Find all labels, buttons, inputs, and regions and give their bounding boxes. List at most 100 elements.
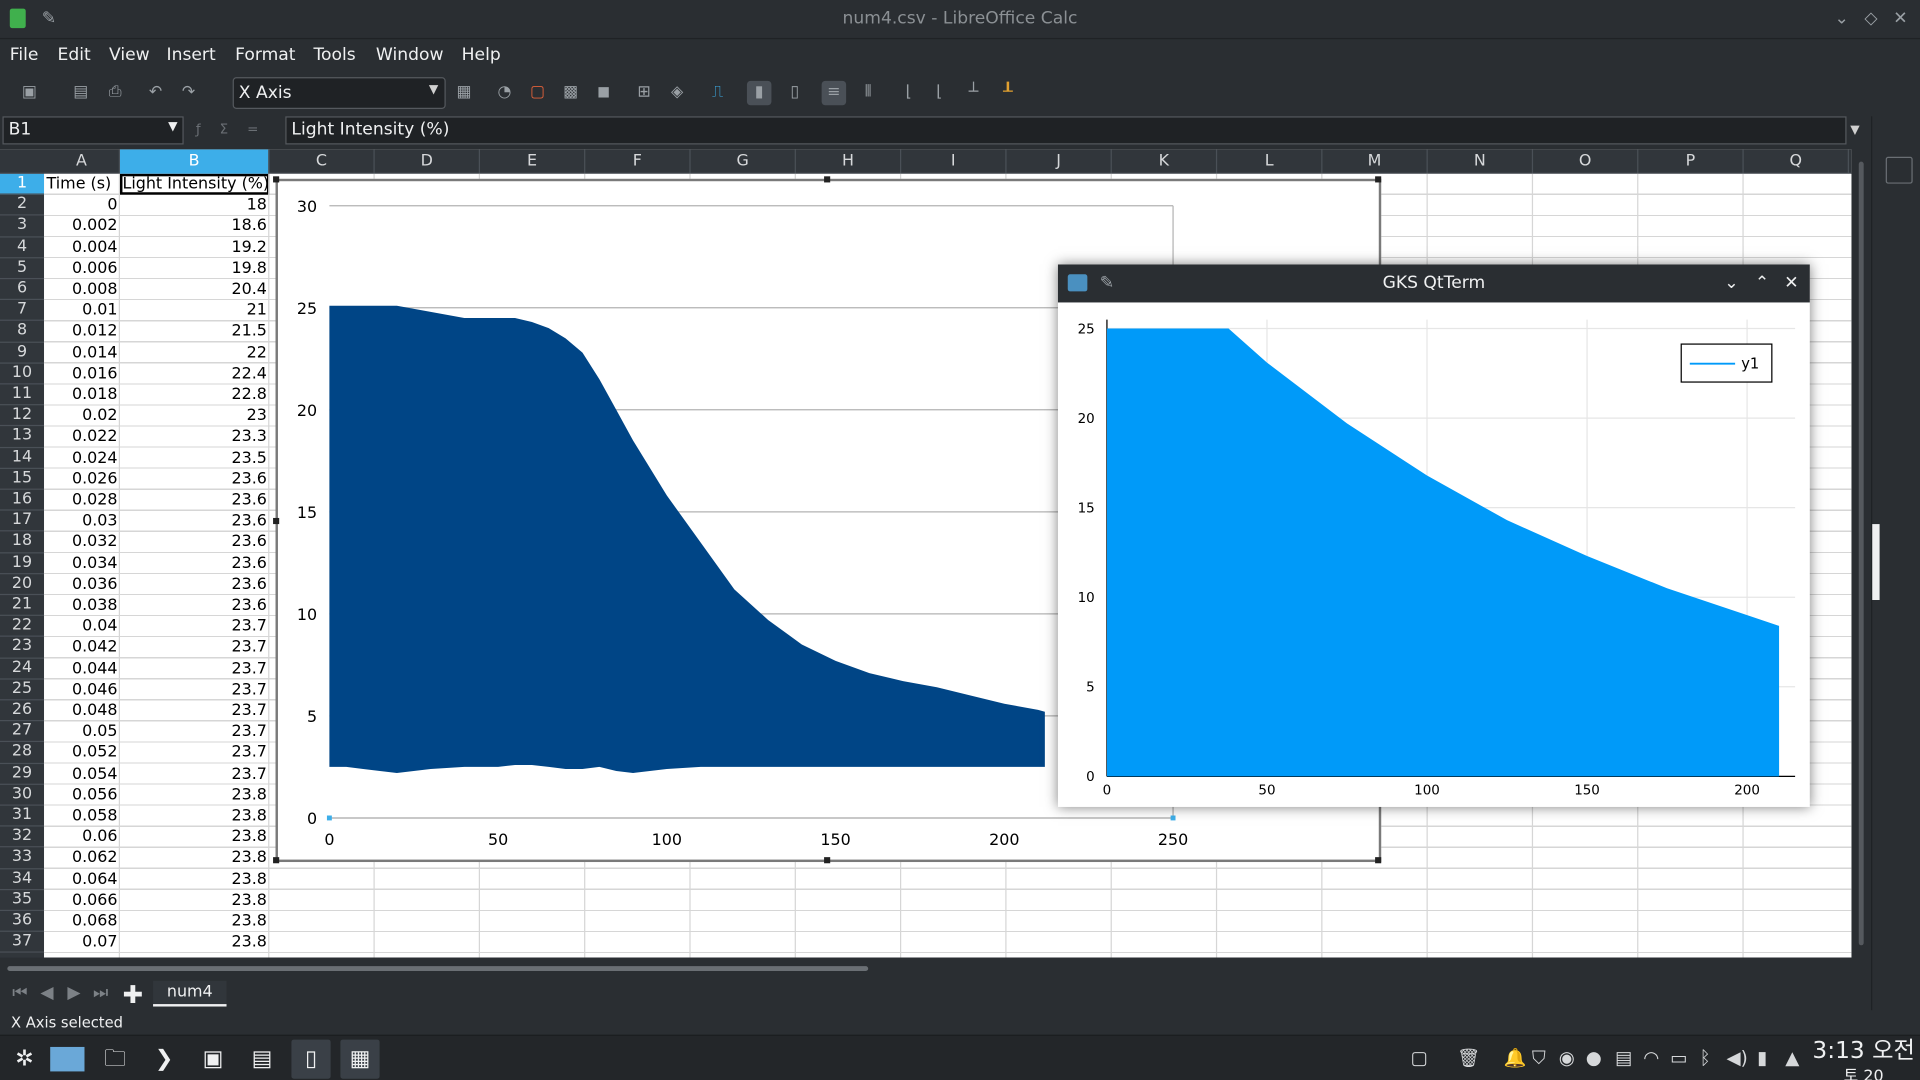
cell-time[interactable]: 0.03 — [82, 512, 118, 531]
bluetooth-icon[interactable]: ᛒ — [1699, 1046, 1711, 1069]
cell-intensity[interactable]: 23.8 — [231, 806, 267, 826]
menu-tools[interactable]: Tools — [313, 45, 356, 65]
cell-intensity[interactable]: 20.4 — [231, 280, 267, 299]
data-ranges-icon[interactable]: ◈ — [671, 83, 684, 102]
cell-time[interactable]: 0.006 — [71, 259, 118, 278]
horizontal-scrollbar[interactable] — [0, 957, 1852, 980]
app-launcher-icon[interactable]: ✲ — [15, 1045, 34, 1072]
cell-time[interactable]: 0.042 — [71, 638, 118, 657]
row-header[interactable]: 10 — [0, 363, 45, 385]
row-header[interactable]: 31 — [0, 806, 45, 827]
cell-intensity[interactable]: 19.2 — [231, 238, 267, 257]
cell-intensity[interactable]: 22.8 — [231, 385, 267, 405]
gks-qtterm-window[interactable]: ✎ GKS QtTerm ⌄ ⌃ ✕ 0 5 10 15 20 25 0 50 100 150 2… — [1057, 264, 1810, 807]
column-header-j[interactable]: J — [1007, 149, 1112, 174]
cell-intensity[interactable]: 23.7 — [231, 680, 267, 699]
selection-handle[interactable] — [1375, 857, 1382, 864]
cell-time[interactable]: 0.064 — [71, 870, 118, 889]
show-desktop-icon[interactable]: ▢ — [1410, 1046, 1428, 1069]
chart-element-select[interactable]: X Axis ▼ — [232, 77, 446, 109]
cell-time[interactable]: 0.038 — [71, 596, 118, 615]
column-header-d[interactable]: D — [375, 149, 481, 174]
maximize-button[interactable]: ◇ — [1864, 8, 1878, 29]
cell-time[interactable]: 0.026 — [71, 469, 118, 489]
3d-view-icon[interactable]: ◼ — [597, 83, 611, 102]
column-header-g[interactable]: G — [691, 149, 796, 174]
chart-type-icon[interactable]: ◔ — [497, 83, 512, 102]
legend-on-off-icon[interactable]: ▮ — [746, 80, 772, 106]
cell-time[interactable]: 0.066 — [71, 891, 118, 910]
row-header[interactable]: 36 — [0, 911, 45, 933]
scroll-thumb[interactable] — [7, 966, 869, 972]
cell-intensity[interactable]: 21 — [246, 301, 267, 320]
y-axis-icon[interactable]: ⌊ — [936, 83, 943, 102]
menu-file[interactable]: File — [9, 45, 39, 65]
column-header-e[interactable]: E — [480, 149, 586, 174]
row-header[interactable]: 17 — [0, 511, 45, 532]
menu-view[interactable]: View — [108, 45, 150, 65]
tray-expand-icon[interactable]: ▲ — [1785, 1046, 1800, 1069]
row-header[interactable]: 21 — [0, 595, 45, 617]
selection-handle[interactable] — [824, 857, 831, 864]
redo-icon[interactable]: ↷ — [181, 83, 196, 102]
cell-intensity[interactable]: 23.6 — [231, 491, 267, 510]
cell-time[interactable]: 0.058 — [71, 806, 118, 826]
clock-time[interactable]: 3:13 오전 — [1812, 1037, 1915, 1065]
cell-time[interactable]: 0.044 — [71, 659, 118, 678]
row-header[interactable]: 16 — [0, 490, 45, 511]
properties-icon[interactable] — [1885, 156, 1913, 184]
cell-time[interactable]: 0.02 — [82, 406, 118, 426]
column-header-b[interactable]: B — [120, 149, 270, 174]
cell-intensity[interactable]: 21.5 — [231, 322, 267, 341]
row-header[interactable]: 13 — [0, 427, 45, 448]
cell-intensity[interactable]: 23.6 — [231, 596, 267, 615]
menu-format[interactable]: Format — [235, 45, 296, 65]
trash-icon[interactable]: 🗑 — [1457, 1046, 1481, 1069]
selection-handle[interactable] — [273, 517, 280, 525]
cell-time[interactable]: 0.062 — [71, 849, 118, 868]
row-header[interactable]: 6 — [0, 279, 45, 301]
cell-time[interactable]: 0.002 — [71, 217, 118, 236]
vertical-grids-icon[interactable]: ⦀ — [864, 83, 872, 102]
cell-intensity[interactable]: 23.5 — [231, 448, 267, 468]
selection-handle[interactable] — [273, 857, 280, 864]
cell-time[interactable]: 0.024 — [71, 448, 118, 468]
row-header[interactable]: 33 — [0, 848, 45, 869]
cell-time[interactable]: 0.014 — [71, 343, 118, 362]
cell-intensity[interactable]: 23.7 — [231, 617, 267, 636]
cell-time[interactable]: 0.018 — [71, 385, 118, 405]
row-header[interactable]: 7 — [0, 300, 45, 322]
save-icon[interactable]: ▣ — [21, 83, 37, 102]
selection-handle[interactable] — [273, 176, 280, 183]
row-header[interactable]: 35 — [0, 890, 45, 912]
cell-intensity[interactable]: 23.8 — [231, 849, 267, 868]
selected-cell-b1[interactable] — [120, 173, 270, 195]
cell-time[interactable]: 0.046 — [71, 680, 118, 699]
row-header[interactable]: 29 — [0, 764, 45, 785]
row-header[interactable]: 25 — [0, 679, 45, 701]
battery-icon[interactable]: ▭ — [1670, 1046, 1688, 1069]
cell-intensity[interactable]: 23.7 — [231, 764, 267, 784]
column-header-f[interactable]: F — [585, 149, 691, 174]
cell-time[interactable]: 0.07 — [82, 933, 118, 952]
file-manager-icon[interactable]: 🗀 — [104, 1045, 127, 1072]
cell-time[interactable]: 0.034 — [71, 554, 118, 573]
undo-icon[interactable]: ↶ — [148, 83, 163, 102]
horizontal-grids-icon[interactable]: ≡ — [821, 80, 847, 106]
prev-sheet-icon[interactable]: ◀ — [40, 983, 54, 1003]
cell-time[interactable]: 0.032 — [71, 533, 118, 552]
cell-intensity[interactable]: 22 — [246, 343, 267, 362]
row-header[interactable]: 34 — [0, 869, 45, 890]
cell-intensity[interactable]: 23.7 — [231, 659, 267, 678]
clipboard-icon[interactable]: ▤ — [1615, 1046, 1633, 1069]
menu-window[interactable]: Window — [375, 45, 444, 65]
last-sheet-icon[interactable]: ⏭ — [93, 983, 109, 1003]
close-button[interactable]: ✕ — [1784, 273, 1799, 293]
sheet-tab-num4[interactable]: num4 — [153, 980, 227, 1007]
add-sheet-icon[interactable]: ✚ — [122, 979, 143, 1009]
cell-a1[interactable]: Time (s) — [46, 175, 112, 194]
cell-time[interactable]: 0.016 — [71, 364, 118, 384]
menu-insert[interactable]: Insert — [166, 45, 216, 65]
row-header[interactable]: 12 — [0, 406, 45, 427]
